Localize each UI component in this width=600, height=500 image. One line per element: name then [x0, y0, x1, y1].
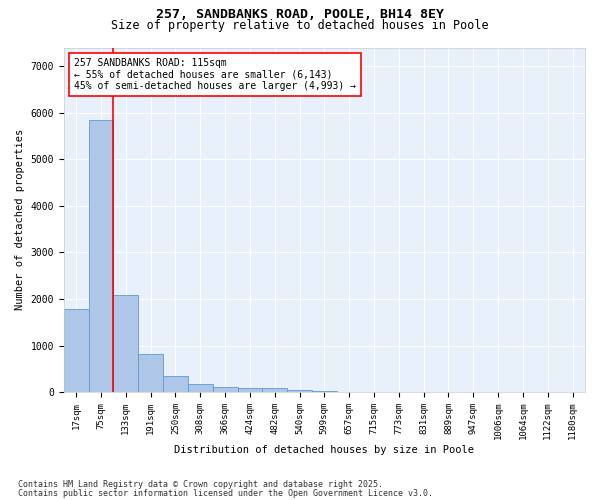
- Bar: [163, 376, 188, 392]
- Bar: [287, 390, 312, 392]
- X-axis label: Distribution of detached houses by size in Poole: Distribution of detached houses by size …: [175, 445, 475, 455]
- Y-axis label: Number of detached properties: Number of detached properties: [15, 129, 25, 310]
- Text: Contains public sector information licensed under the Open Government Licence v3: Contains public sector information licen…: [18, 490, 433, 498]
- Bar: [188, 384, 212, 392]
- Bar: [262, 388, 287, 392]
- Text: Size of property relative to detached houses in Poole: Size of property relative to detached ho…: [111, 18, 489, 32]
- Text: Contains HM Land Registry data © Crown copyright and database right 2025.: Contains HM Land Registry data © Crown c…: [18, 480, 383, 489]
- Bar: [64, 309, 89, 392]
- Bar: [89, 120, 113, 392]
- Bar: [212, 388, 238, 392]
- Text: 257 SANDBANKS ROAD: 115sqm
← 55% of detached houses are smaller (6,143)
45% of s: 257 SANDBANKS ROAD: 115sqm ← 55% of deta…: [74, 58, 356, 91]
- Bar: [312, 391, 337, 392]
- Bar: [238, 388, 262, 392]
- Text: 257, SANDBANKS ROAD, POOLE, BH14 8EY: 257, SANDBANKS ROAD, POOLE, BH14 8EY: [156, 8, 444, 20]
- Bar: [138, 354, 163, 392]
- Bar: [113, 295, 138, 392]
